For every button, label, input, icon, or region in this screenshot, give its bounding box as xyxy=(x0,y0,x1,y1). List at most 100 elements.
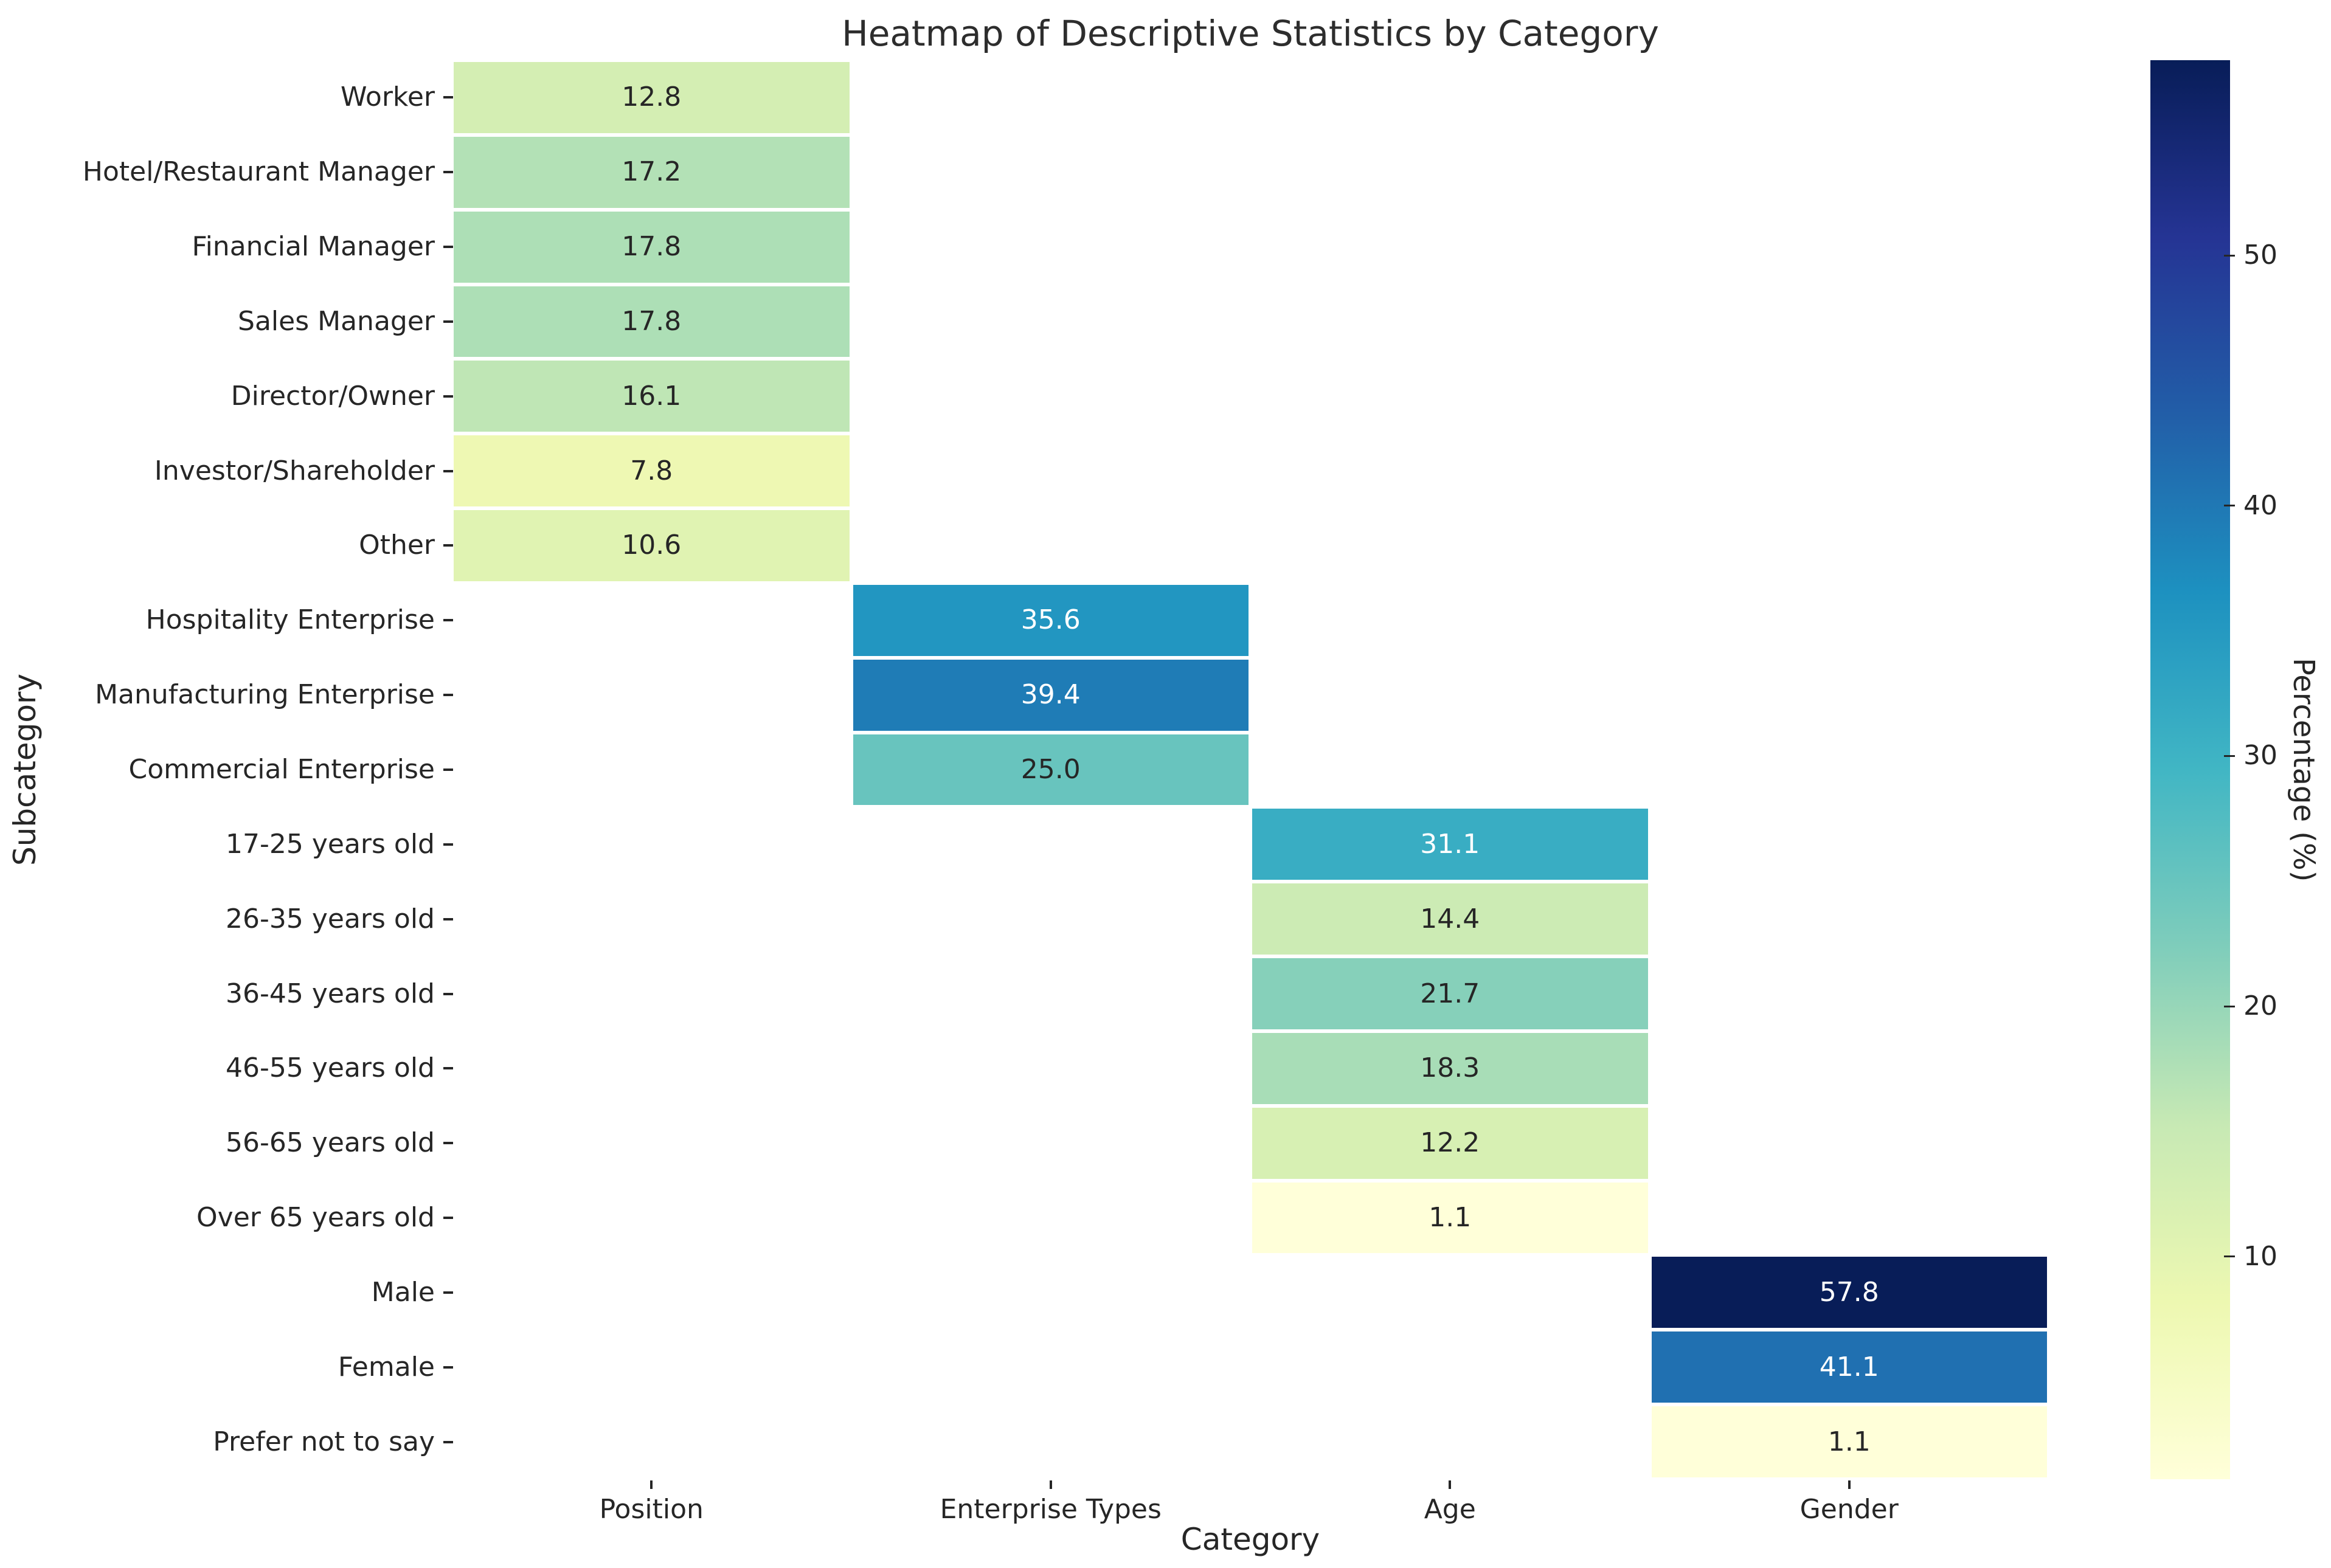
colorbar-tick-label: 20 xyxy=(2243,990,2277,1021)
x-tick-label: Age xyxy=(1424,1494,1476,1525)
y-tick-label: Hotel/Restaurant Manager xyxy=(82,156,435,188)
y-tick-label: Director/Owner xyxy=(230,380,435,412)
heatmap-cell-value: 18.3 xyxy=(1420,1052,1480,1084)
heatmap-cell-value: 14.4 xyxy=(1420,903,1480,934)
colorbar-title: Percentage (%) xyxy=(2287,657,2321,882)
heatmap-cell: 17.8 xyxy=(454,286,850,357)
heatmap-cell-value: 12.2 xyxy=(1420,1127,1480,1159)
heatmap-cell: 31.1 xyxy=(1252,809,1648,880)
heatmap-cell-value: 1.1 xyxy=(1429,1202,1472,1234)
colorbar-tick-label: 30 xyxy=(2243,740,2277,772)
y-tick-mark xyxy=(443,1217,453,1220)
x-tick-mark xyxy=(1848,1480,1851,1489)
y-tick-mark xyxy=(443,320,453,323)
y-tick-label: Over 65 years old xyxy=(196,1202,435,1234)
y-tick-mark xyxy=(443,992,453,995)
colorbar-tick-mark xyxy=(2224,254,2235,257)
y-tick-label: 26-35 years old xyxy=(226,903,435,934)
y-tick-mark xyxy=(443,395,453,398)
heatmap-cell-value: 35.6 xyxy=(1020,604,1081,636)
colorbar-tick-mark xyxy=(2224,1005,2235,1007)
heatmap-cell: 57.8 xyxy=(1651,1257,2047,1328)
heatmap-cell-value: 21.7 xyxy=(1420,978,1480,1009)
heatmap-cell: 14.4 xyxy=(1252,883,1648,955)
y-tick-mark xyxy=(443,171,453,174)
heatmap-cell: 17.2 xyxy=(454,136,850,208)
y-tick-mark xyxy=(443,843,453,846)
heatmap-cell: 1.1 xyxy=(1651,1406,2047,1477)
y-tick-mark xyxy=(443,246,453,249)
y-tick-label: 36-45 years old xyxy=(226,978,435,1009)
heatmap-cell-value: 17.8 xyxy=(622,231,682,263)
heatmap-cell-value: 16.1 xyxy=(622,380,682,412)
heatmap-cell-value: 39.4 xyxy=(1020,679,1081,711)
heatmap-cell: 18.3 xyxy=(1252,1032,1648,1104)
y-tick-mark xyxy=(443,1142,453,1145)
heatmap-cell: 10.6 xyxy=(454,510,850,581)
x-tick-mark xyxy=(650,1480,653,1489)
heatmap-cell-value: 12.8 xyxy=(622,81,682,113)
y-tick-mark xyxy=(443,1291,453,1294)
colorbar-tick-label: 50 xyxy=(2243,240,2277,271)
y-tick-label: Commercial Enterprise xyxy=(128,754,435,785)
colorbar-tick-label: 40 xyxy=(2243,489,2277,521)
heatmap-cell: 12.2 xyxy=(1252,1107,1648,1179)
y-tick-label: Worker xyxy=(340,81,435,113)
plot-area: 12.8 17.2 17.8 17.8 16.1 7.8 10.6 35.6 39.4 25.0 3… xyxy=(452,60,2049,1479)
y-tick-mark xyxy=(443,96,453,99)
y-tick-mark xyxy=(443,917,453,920)
y-tick-label: Prefer not to say xyxy=(213,1426,435,1457)
heatmap-cell: 35.6 xyxy=(853,584,1249,656)
y-tick-mark xyxy=(443,544,453,547)
y-tick-label: Other xyxy=(359,530,435,561)
colorbar xyxy=(2150,60,2230,1479)
y-tick-label: 56-65 years old xyxy=(226,1127,435,1159)
chart-title: Heatmap of Descriptive Statistics by Cat… xyxy=(842,13,1659,54)
heatmap-cell: 39.4 xyxy=(853,659,1249,731)
heatmap-cell-value: 25.0 xyxy=(1020,753,1081,785)
heatmap-cell-value: 7.8 xyxy=(630,455,673,486)
heatmap-cell-value: 17.8 xyxy=(622,305,682,337)
heatmap-cell: 7.8 xyxy=(454,435,850,507)
y-tick-label: 46-55 years old xyxy=(226,1052,435,1084)
heatmap-cell: 17.8 xyxy=(454,211,850,283)
y-tick-label: 17-25 years old xyxy=(226,828,435,860)
heatmap-cell: 1.1 xyxy=(1252,1182,1648,1254)
y-tick-label: Financial Manager xyxy=(192,231,435,263)
y-tick-mark xyxy=(443,469,453,472)
x-tick-mark xyxy=(1449,1480,1452,1489)
heatmap-cell: 16.1 xyxy=(454,361,850,432)
y-tick-mark xyxy=(443,1440,453,1443)
heatmap-cell-value: 17.2 xyxy=(622,156,682,188)
y-tick-label: Male xyxy=(371,1276,435,1308)
heatmap-cell: 41.1 xyxy=(1651,1331,2047,1403)
x-tick-mark xyxy=(1049,1480,1052,1489)
heatmap-cell-value: 10.6 xyxy=(622,530,682,561)
colorbar-tick-label: 10 xyxy=(2243,1240,2277,1272)
heatmap-cell-value: 57.8 xyxy=(1819,1276,1879,1308)
x-axis-title: Category xyxy=(1180,1522,1320,1557)
x-tick-label: Position xyxy=(599,1494,704,1525)
heatmap-cell-value: 41.1 xyxy=(1819,1351,1879,1383)
heatmap-cell: 25.0 xyxy=(853,734,1249,806)
y-tick-mark xyxy=(443,694,453,697)
y-tick-label: Sales Manager xyxy=(238,305,435,337)
colorbar-gradient xyxy=(2150,60,2230,1479)
y-tick-mark xyxy=(443,1366,453,1369)
colorbar-tick-mark xyxy=(2224,505,2235,507)
heatmap-cell-value: 31.1 xyxy=(1420,828,1480,860)
x-tick-label: Gender xyxy=(1799,1494,1899,1525)
y-tick-mark xyxy=(443,619,453,622)
heatmap-cell: 12.8 xyxy=(454,62,850,133)
y-tick-label: Hospitality Enterprise xyxy=(145,604,435,636)
heatmap-cell-value: 1.1 xyxy=(1827,1426,1871,1457)
x-tick-label: Enterprise Types xyxy=(940,1494,1162,1525)
y-tick-mark xyxy=(443,1067,453,1070)
y-tick-mark xyxy=(443,768,453,771)
y-tick-label: Investor/Shareholder xyxy=(154,455,435,486)
heatmap-cell: 21.7 xyxy=(1252,958,1648,1029)
y-tick-label: Female xyxy=(338,1351,435,1383)
y-tick-label: Manufacturing Enterprise xyxy=(95,679,435,711)
colorbar-tick-mark xyxy=(2224,755,2235,757)
